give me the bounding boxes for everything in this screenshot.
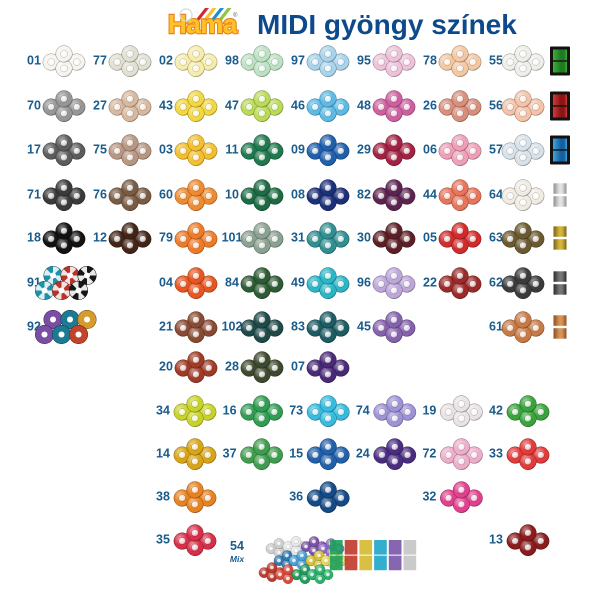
svg-text:24: 24 [356,446,370,460]
svg-text:06: 06 [423,142,437,156]
svg-text:21: 21 [159,319,173,333]
svg-text:®: ® [233,12,238,19]
svg-text:46: 46 [291,98,305,112]
svg-text:03: 03 [159,142,173,156]
svg-text:72: 72 [422,446,436,460]
svg-text:82: 82 [357,187,371,201]
svg-text:83: 83 [291,319,305,333]
svg-text:56: 56 [489,98,503,112]
svg-text:22: 22 [423,275,437,289]
svg-text:48: 48 [357,98,371,112]
svg-text:101: 101 [222,230,243,244]
svg-text:08: 08 [291,187,305,201]
svg-text:42: 42 [489,403,503,417]
svg-text:16: 16 [223,403,237,417]
svg-text:98: 98 [225,53,239,67]
svg-text:10: 10 [225,187,239,201]
svg-text:15: 15 [289,446,303,460]
svg-text:Mix: Mix [230,554,245,564]
svg-text:45: 45 [357,319,371,333]
svg-text:12: 12 [93,230,107,244]
svg-text:77: 77 [93,53,107,67]
svg-text:96: 96 [357,275,371,289]
svg-text:38: 38 [156,489,170,503]
svg-text:47: 47 [225,98,239,112]
svg-text:05: 05 [423,230,437,244]
svg-text:19: 19 [422,403,436,417]
svg-text:74: 74 [356,403,370,417]
svg-text:64: 64 [489,187,503,201]
svg-text:32: 32 [422,489,436,503]
svg-text:60: 60 [159,187,173,201]
svg-text:57: 57 [489,142,503,156]
svg-text:Hama: Hama [168,9,238,39]
svg-text:55: 55 [489,53,503,67]
svg-text:54: 54 [230,539,244,553]
svg-text:49: 49 [291,275,305,289]
svg-text:43: 43 [159,98,173,112]
svg-text:01: 01 [27,53,41,67]
svg-text:44: 44 [423,187,437,201]
svg-text:62: 62 [489,275,503,289]
svg-text:71: 71 [27,187,41,201]
svg-text:29: 29 [357,142,371,156]
svg-text:76: 76 [93,187,107,201]
svg-text:79: 79 [159,230,173,244]
svg-text:63: 63 [489,230,503,244]
svg-text:31: 31 [291,230,305,244]
svg-text:09: 09 [291,142,305,156]
svg-text:11: 11 [225,142,238,156]
svg-text:17: 17 [27,142,41,156]
svg-text:20: 20 [159,359,173,373]
svg-text:102: 102 [222,319,243,333]
svg-text:14: 14 [156,446,170,460]
svg-text:70: 70 [27,98,41,112]
svg-text:97: 97 [291,53,305,67]
svg-text:02: 02 [159,53,173,67]
svg-text:73: 73 [289,403,303,417]
svg-text:35: 35 [156,532,170,546]
svg-text:28: 28 [225,359,239,373]
svg-text:37: 37 [223,446,237,460]
svg-text:26: 26 [423,98,437,112]
svg-text:27: 27 [93,98,107,112]
svg-text:36: 36 [289,489,303,503]
svg-text:33: 33 [489,446,503,460]
svg-text:61: 61 [489,319,503,333]
svg-text:13: 13 [489,532,503,546]
svg-text:75: 75 [93,142,107,156]
svg-text:78: 78 [423,53,437,67]
svg-text:30: 30 [357,230,371,244]
svg-text:84: 84 [225,275,239,289]
svg-text:04: 04 [159,275,173,289]
svg-text:34: 34 [156,403,170,417]
svg-text:18: 18 [27,230,41,244]
svg-text:07: 07 [291,359,305,373]
svg-text:95: 95 [357,53,371,67]
svg-text:MIDI gyöngy színek: MIDI gyöngy színek [257,9,517,40]
